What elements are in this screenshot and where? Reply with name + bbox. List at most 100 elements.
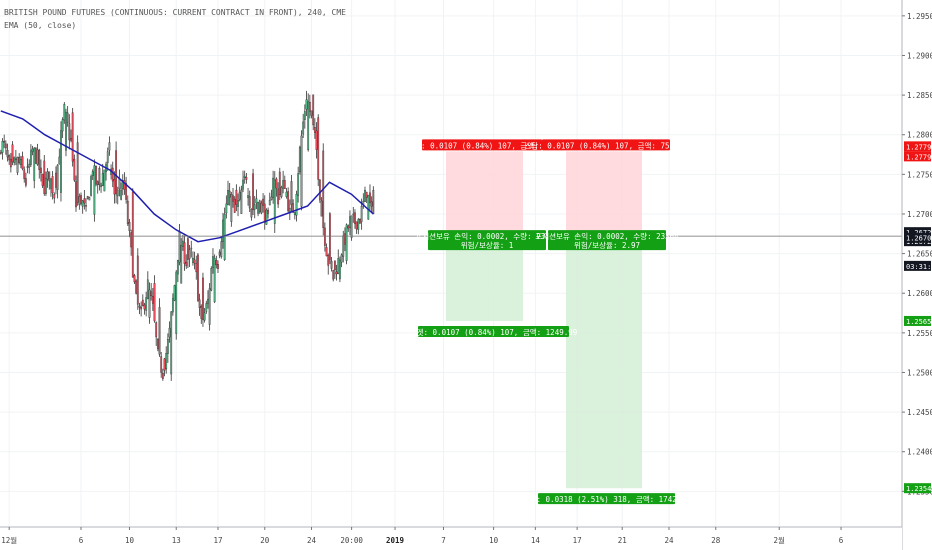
candle[interactable] <box>190 247 193 250</box>
candle[interactable] <box>56 164 59 190</box>
candle[interactable] <box>123 180 126 190</box>
candle[interactable] <box>63 104 66 121</box>
candle[interactable] <box>126 200 129 224</box>
candle[interactable] <box>287 191 290 212</box>
candle[interactable] <box>185 261 188 267</box>
candle[interactable] <box>220 241 223 257</box>
candle[interactable] <box>150 291 153 297</box>
candle[interactable] <box>250 208 253 218</box>
candle[interactable] <box>257 202 259 214</box>
candle[interactable] <box>43 160 46 194</box>
candle[interactable] <box>18 156 21 163</box>
candle[interactable] <box>1 141 4 153</box>
candle[interactable] <box>138 305 141 308</box>
candle[interactable] <box>108 142 111 151</box>
candle[interactable] <box>222 219 224 242</box>
candle[interactable] <box>153 283 156 322</box>
candle[interactable] <box>76 142 79 203</box>
ema-indicator-label[interactable]: EMA (50, close) <box>4 21 77 30</box>
candle[interactable] <box>68 123 71 141</box>
candle[interactable] <box>121 180 124 189</box>
candle[interactable] <box>327 255 330 266</box>
candle[interactable] <box>313 127 316 133</box>
candle[interactable] <box>320 200 323 217</box>
candle[interactable] <box>146 279 149 299</box>
candle[interactable] <box>349 216 351 228</box>
candle[interactable] <box>295 193 298 216</box>
candle[interactable] <box>175 271 178 334</box>
candle[interactable] <box>41 173 44 186</box>
candle[interactable] <box>332 269 335 280</box>
candle[interactable] <box>46 171 49 180</box>
candle[interactable] <box>100 185 102 187</box>
candle[interactable] <box>6 149 9 158</box>
candle[interactable] <box>228 190 231 198</box>
candle[interactable] <box>248 196 251 209</box>
candle[interactable] <box>272 177 275 198</box>
candle[interactable] <box>298 147 301 172</box>
candle[interactable] <box>268 199 271 206</box>
candle[interactable] <box>116 189 119 197</box>
candle[interactable] <box>303 111 306 120</box>
candle[interactable] <box>355 221 358 230</box>
candle[interactable] <box>170 311 173 375</box>
candle[interactable] <box>24 178 27 186</box>
candle[interactable] <box>14 158 17 161</box>
candle[interactable] <box>282 180 285 189</box>
candle[interactable] <box>262 198 264 206</box>
candle[interactable] <box>357 219 360 230</box>
candle[interactable] <box>111 167 114 182</box>
candle[interactable] <box>203 312 206 321</box>
candle[interactable] <box>165 353 168 370</box>
candle[interactable] <box>168 327 171 338</box>
candle[interactable] <box>156 338 159 349</box>
candle[interactable] <box>352 213 355 216</box>
candle[interactable] <box>151 295 154 304</box>
candle[interactable] <box>13 157 16 163</box>
candle[interactable] <box>51 176 54 194</box>
candle[interactable] <box>53 194 56 199</box>
candle[interactable] <box>263 203 266 223</box>
candle[interactable] <box>8 155 11 161</box>
candle[interactable] <box>11 144 14 163</box>
candle[interactable] <box>21 156 24 170</box>
candle[interactable] <box>318 179 321 201</box>
candle[interactable] <box>28 163 31 168</box>
candle[interactable] <box>280 187 283 197</box>
candle[interactable] <box>200 306 203 319</box>
candle[interactable] <box>120 189 123 200</box>
candle[interactable] <box>93 165 96 215</box>
candle[interactable] <box>23 169 26 179</box>
candle[interactable] <box>73 158 76 181</box>
candle[interactable] <box>140 306 143 310</box>
candle[interactable] <box>300 135 303 207</box>
candle[interactable] <box>61 119 64 132</box>
candle[interactable] <box>308 101 311 112</box>
candle[interactable] <box>38 149 41 171</box>
candle[interactable] <box>187 238 189 260</box>
candle[interactable] <box>148 289 151 318</box>
candle[interactable] <box>315 130 318 150</box>
candle[interactable] <box>96 181 99 186</box>
candle[interactable] <box>232 195 234 202</box>
candle[interactable] <box>4 143 7 149</box>
candle[interactable] <box>277 188 280 205</box>
candle[interactable] <box>278 171 281 195</box>
candle[interactable] <box>344 233 346 245</box>
candle[interactable] <box>227 189 229 206</box>
candle[interactable] <box>135 280 138 294</box>
candle[interactable] <box>50 178 52 189</box>
candle[interactable] <box>237 200 239 207</box>
candle[interactable] <box>115 150 117 195</box>
candle[interactable] <box>192 257 194 263</box>
candle[interactable] <box>81 200 84 207</box>
candle[interactable] <box>369 192 371 203</box>
candle[interactable] <box>365 191 368 198</box>
candle[interactable] <box>359 219 361 224</box>
candle[interactable] <box>208 288 211 325</box>
candle[interactable] <box>180 245 183 284</box>
candle[interactable] <box>339 259 341 280</box>
candle[interactable] <box>60 130 62 193</box>
candle[interactable] <box>265 209 268 225</box>
candle[interactable] <box>312 94 315 126</box>
